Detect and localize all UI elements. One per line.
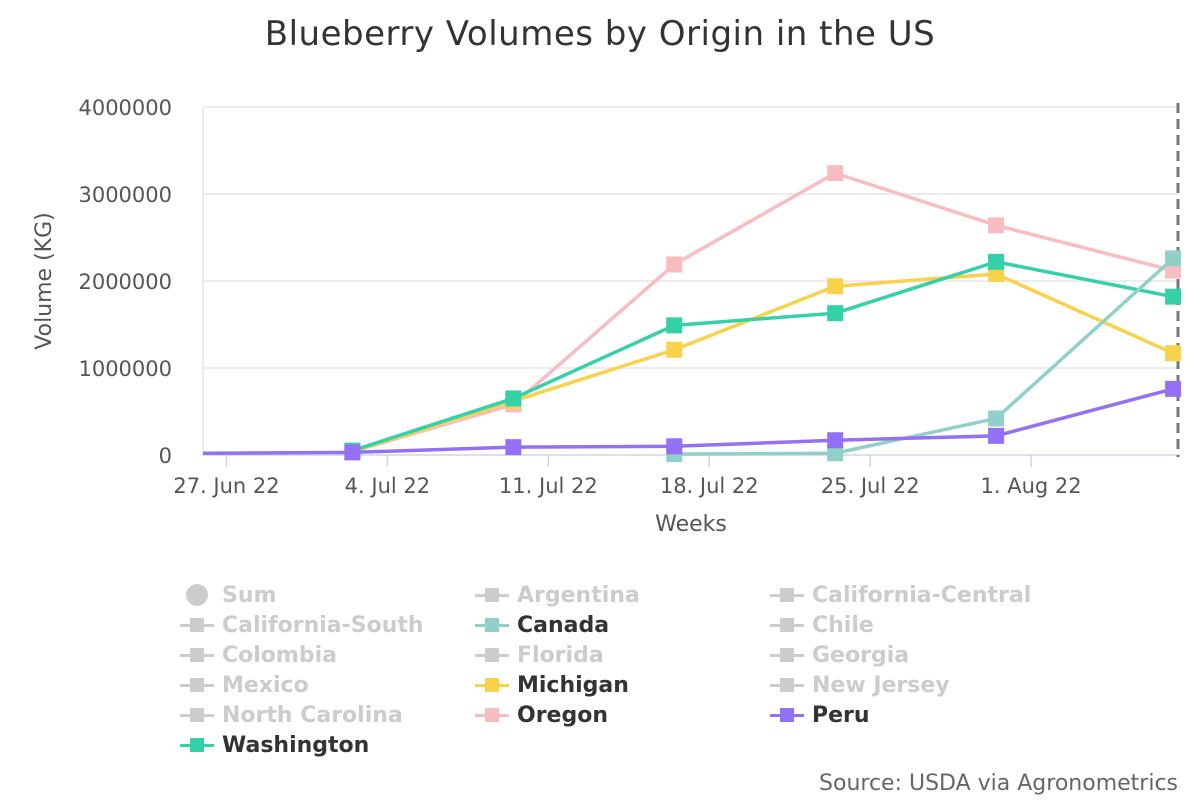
legend-item-argentina[interactable]: Argentina: [475, 580, 640, 610]
axes: 0 1000000 2000000 3000000 4000000 27. Jun 22 4…: [78, 96, 1180, 498]
legend-label: Michigan: [517, 672, 629, 698]
legend-label: Mexico: [222, 672, 309, 698]
data-point-michigan: [827, 278, 844, 295]
legend-symbol-icon: [770, 583, 804, 607]
legend-label: Georgia: [812, 642, 910, 668]
legend-symbol-icon: [180, 733, 214, 757]
data-point-washington: [666, 317, 683, 334]
chart-title: Blueberry Volumes by Origin in the US: [264, 14, 936, 54]
y-tick-label: 3000000: [78, 183, 172, 207]
y-tick-label: 1000000: [78, 357, 172, 381]
data-point-oregon: [827, 165, 844, 182]
legend-item-canada[interactable]: Canada: [475, 610, 609, 640]
series-line-washington: [351, 260, 1174, 453]
data-point-canada: [827, 445, 844, 462]
legend-symbol-icon: [770, 703, 804, 727]
x-tick-label: 1. Aug 22: [981, 474, 1082, 498]
legend-label: North Carolina: [222, 702, 403, 728]
x-tick-label: 11. Jul 22: [499, 474, 598, 498]
legend-item-new-jersey[interactable]: New Jersey: [770, 670, 950, 700]
y-axis-title: Volume (KG): [32, 212, 57, 349]
chart-area: 0 1000000 2000000 3000000 4000000 27. Jun 22 4…: [32, 96, 1182, 537]
legend-label: Sum: [222, 582, 277, 608]
legend-item-mexico[interactable]: Mexico: [180, 670, 309, 700]
data-point-peru: [666, 438, 683, 455]
legend-item-oregon[interactable]: Oregon: [475, 700, 608, 730]
legend-symbol-icon: [180, 703, 214, 727]
legend-symbol-icon: [475, 583, 509, 607]
data-point-peru: [827, 432, 844, 449]
legend-item-peru[interactable]: Peru: [770, 700, 870, 730]
data-point-washington: [827, 305, 844, 322]
legend-symbol-icon: [770, 643, 804, 667]
legend-label: New Jersey: [812, 672, 950, 698]
legend-label: Chile: [812, 612, 874, 638]
data-point-washington: [505, 390, 522, 407]
series-layer: [202, 165, 1182, 463]
legend-symbol-icon: [180, 643, 214, 667]
legend-symbol-icon: [180, 583, 214, 607]
data-point-peru: [988, 427, 1005, 444]
legend-label: Argentina: [517, 582, 640, 608]
source-credit: Source: USDA via Agronometrics: [819, 771, 1178, 796]
legend-item-florida[interactable]: Florida: [475, 640, 604, 670]
legend-item-california-central[interactable]: California-Central: [770, 580, 1031, 610]
x-tick-label: 4. Jul 22: [345, 474, 430, 498]
legend-symbol-icon: [770, 613, 804, 637]
legend-symbol-icon: [475, 703, 509, 727]
legend-label: Washington: [222, 732, 370, 758]
data-point-oregon: [988, 217, 1005, 234]
y-tick-label: 0: [159, 444, 172, 468]
y-tick-label: 2000000: [78, 270, 172, 294]
series-line-michigan: [351, 272, 1174, 454]
data-point-michigan: [1165, 345, 1182, 362]
legend-item-california-south[interactable]: California-South: [180, 610, 424, 640]
legend-symbol-icon: [770, 673, 804, 697]
x-tick-label: 18. Jul 22: [660, 474, 759, 498]
x-axis-title: Weeks: [655, 512, 727, 537]
data-point-washington: [988, 253, 1005, 270]
legend-symbol-icon: [475, 643, 509, 667]
data-point-peru: [505, 439, 522, 456]
x-tick-label: 25. Jul 22: [821, 474, 920, 498]
legend-label: California-Central: [812, 582, 1032, 608]
data-point-washington: [1165, 288, 1182, 305]
data-point-peru: [1165, 380, 1182, 397]
y-tick-label: 4000000: [78, 96, 172, 120]
legend-item-chile[interactable]: Chile: [770, 610, 874, 640]
data-point-oregon: [1165, 262, 1182, 279]
legend-label: Canada: [517, 612, 610, 638]
data-point-peru: [344, 444, 361, 461]
legend-symbol-icon: [475, 673, 509, 697]
series-line-oregon: [351, 171, 1174, 454]
legend-item-colombia[interactable]: Colombia: [180, 640, 337, 670]
legend-item-michigan[interactable]: Michigan: [475, 670, 629, 700]
legend-symbol-icon: [180, 673, 214, 697]
legend-symbol-icon: [475, 613, 509, 637]
legend-item-washington[interactable]: Washington: [180, 730, 369, 760]
legend-label: Oregon: [517, 702, 608, 728]
legend-label: Florida: [517, 642, 604, 668]
legend-label: Peru: [812, 702, 870, 728]
x-tick-label: 27. Jun 22: [173, 474, 279, 498]
legend-item-georgia[interactable]: Georgia: [770, 640, 909, 670]
legend-label: Colombia: [222, 642, 337, 668]
grid-lines: [202, 106, 1180, 456]
legend-label: California-South: [222, 612, 424, 638]
series-line-canada: [674, 257, 1175, 456]
data-point-michigan: [988, 266, 1005, 283]
data-point-oregon: [666, 256, 683, 273]
legend-symbol-icon: [180, 613, 214, 637]
data-point-canada: [988, 410, 1005, 427]
data-point-canada: [1165, 250, 1182, 267]
data-point-michigan: [666, 341, 683, 358]
legend-item-sum[interactable]: Sum: [180, 580, 276, 610]
legend-item-north-carolina[interactable]: North Carolina: [180, 700, 403, 730]
